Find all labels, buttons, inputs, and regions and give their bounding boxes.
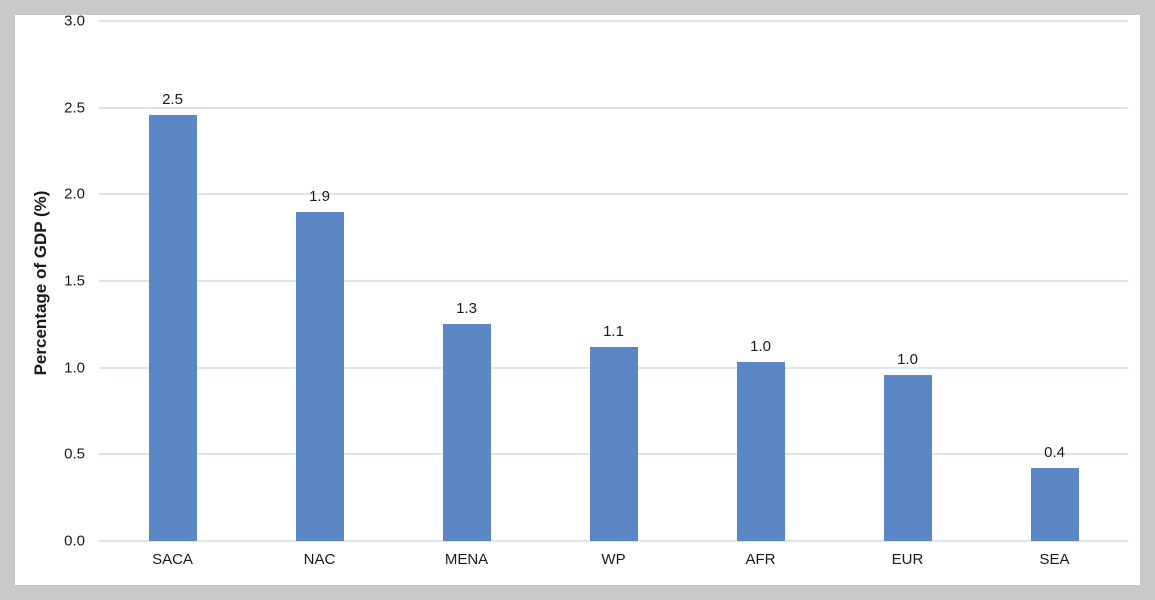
plot-area: 0.0 0.5 1.0 1.5 2.0 2.5 3.0 2.5 1.9 1.3 1.1 1.0 1.0…	[64, 13, 1128, 568]
bar-value-label: 1.9	[309, 187, 330, 205]
y-axis-title: Percentage of GDP (%)	[31, 190, 50, 376]
bar	[442, 324, 491, 541]
bar-column: 1.0	[834, 21, 981, 541]
bar-column: 1.9	[246, 21, 393, 541]
bar-column: 1.3	[393, 21, 540, 541]
x-axis-label: MENA	[444, 551, 489, 568]
y-tick-label: 2.5	[64, 99, 85, 117]
x-axis-label: EUR	[891, 551, 924, 568]
x-axis-label: WP	[601, 551, 626, 568]
bar-value-label: 1.0	[897, 350, 918, 368]
bar-value-label: 0.4	[1044, 444, 1065, 462]
bar	[589, 346, 638, 541]
x-axis-label: SACA	[152, 551, 193, 568]
gridline	[99, 280, 1128, 282]
bar-column: 2.5	[99, 21, 246, 541]
y-tick-label: 1.5	[64, 272, 85, 290]
bar-value-label: 2.5	[162, 90, 183, 108]
gridline	[99, 106, 1128, 109]
x-axis-label: SEA	[1039, 551, 1070, 568]
bar	[295, 211, 344, 541]
x-axis-label: AFR	[745, 551, 776, 568]
bars-row: 2.5 1.9 1.3 1.1 1.0 1.0 0.4	[99, 21, 1128, 541]
bar	[1030, 468, 1079, 541]
y-tick-label: 2.0	[64, 185, 85, 203]
gridline	[99, 20, 1128, 22]
x-axis-label: NAC	[303, 551, 336, 568]
bar-column: 0.4	[981, 21, 1128, 541]
y-tick-label: 0.5	[64, 445, 85, 463]
y-tick-label: 1.0	[64, 359, 85, 377]
y-tick-label: 3.0	[64, 12, 85, 30]
bar	[883, 374, 932, 541]
bar-value-label: 1.0	[750, 338, 771, 356]
chart-surface: Percentage of GDP (%) 0.0 0.5 1.0 1.5 2.0 2.5…	[15, 13, 1140, 585]
x-axis-labels: SACA NAC MENA WP AFR EUR SEA	[99, 551, 1128, 568]
bar-value-label: 1.1	[603, 322, 624, 340]
bar	[736, 362, 785, 541]
bar	[148, 114, 197, 541]
bar-column: 1.0	[687, 21, 834, 541]
bar-column: 1.1	[540, 21, 687, 541]
gridline	[99, 540, 1128, 542]
bar-value-label: 1.3	[456, 300, 477, 318]
gridline	[99, 193, 1128, 196]
y-tick-label: 0.0	[64, 532, 85, 550]
